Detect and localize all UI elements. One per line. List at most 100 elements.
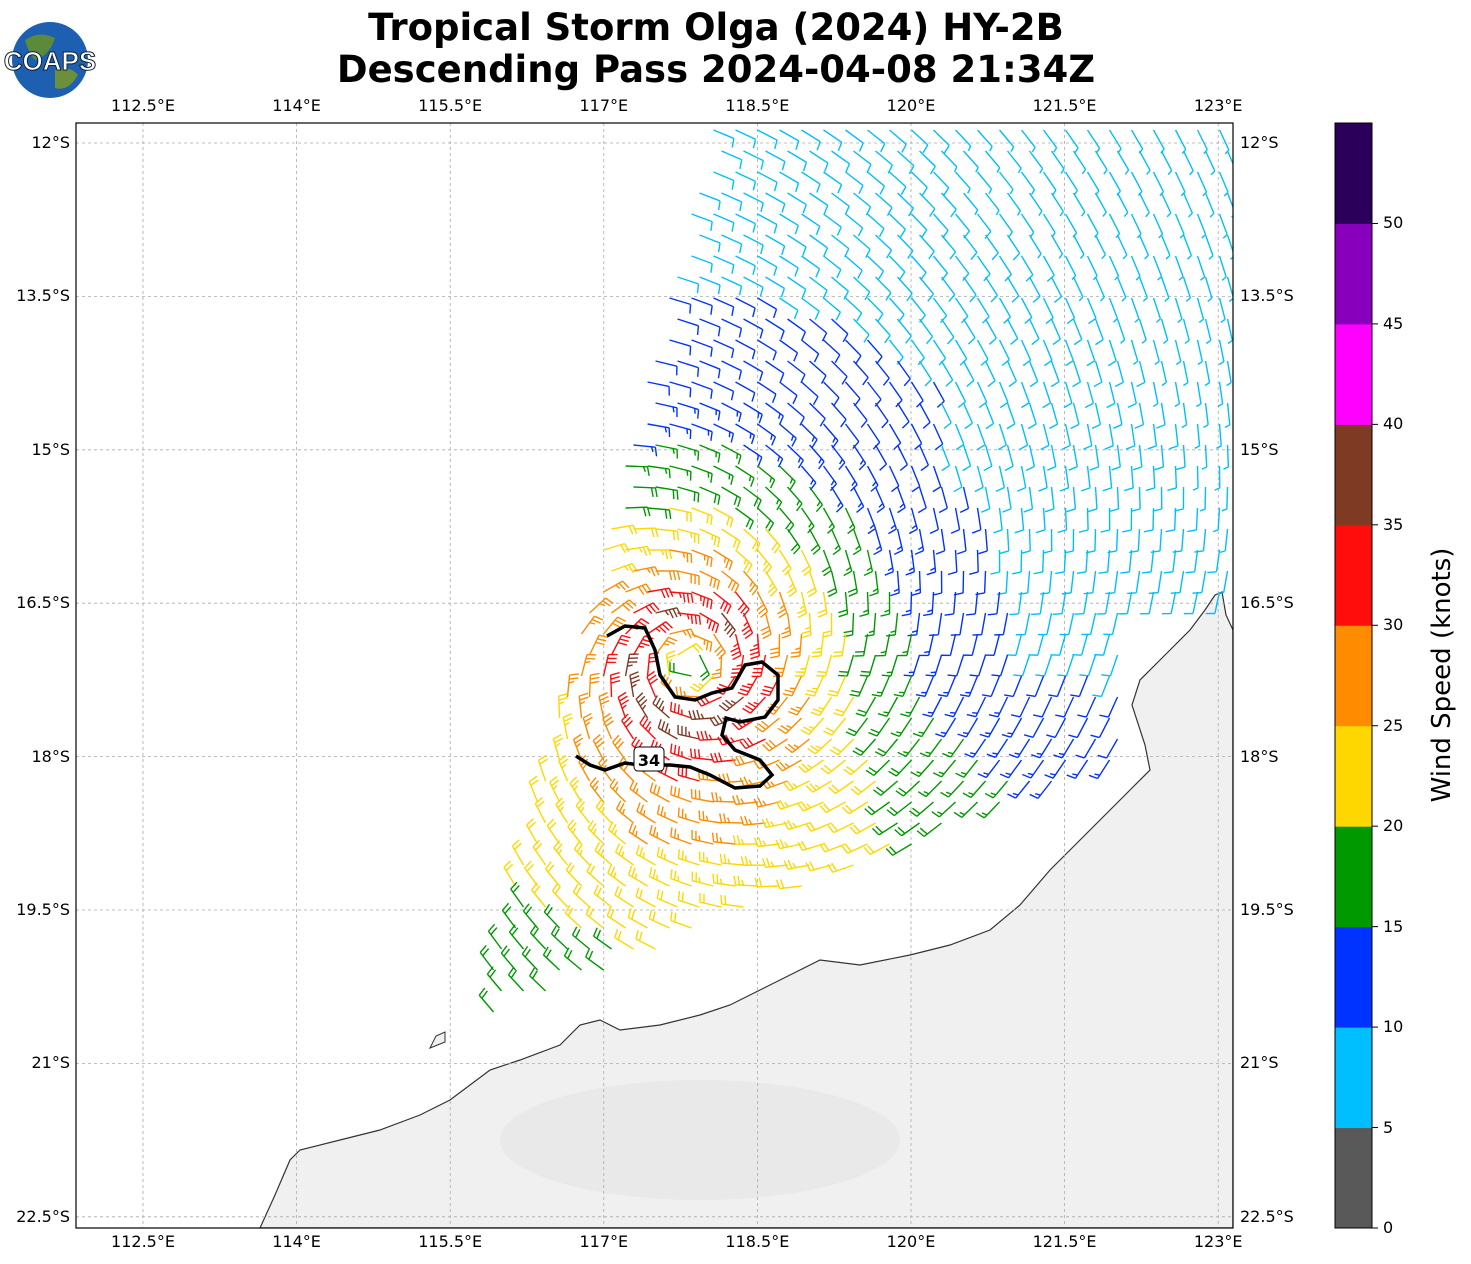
wind-barb bbox=[1064, 129, 1079, 153]
wind-barb bbox=[833, 696, 855, 717]
wind-barb bbox=[735, 507, 754, 530]
wind-barb bbox=[691, 423, 713, 441]
wind-barb bbox=[699, 851, 722, 866]
wind-barb bbox=[932, 297, 948, 324]
wind-barb bbox=[1138, 192, 1150, 218]
island bbox=[428, 1031, 446, 1049]
wind-barb bbox=[888, 381, 903, 408]
wind-barb bbox=[1081, 612, 1097, 636]
wind-barbs bbox=[478, 129, 1233, 1013]
wind-barb bbox=[1185, 549, 1199, 574]
wind-barb bbox=[922, 696, 943, 718]
wind-barb bbox=[754, 717, 780, 733]
wind-barb bbox=[1006, 633, 1023, 656]
lon-label-top: 114°E bbox=[272, 96, 321, 115]
wind-barb bbox=[677, 849, 700, 866]
lon-label-bottom: 120°E bbox=[886, 1232, 936, 1251]
wind-barb bbox=[1172, 528, 1185, 553]
wind-barb bbox=[652, 695, 670, 719]
wind-barb bbox=[940, 318, 955, 345]
wind-barb bbox=[966, 696, 987, 718]
wind-barb bbox=[1199, 486, 1207, 512]
wind-barb bbox=[1008, 738, 1031, 759]
coaps-logo: COAPS bbox=[3, 22, 97, 98]
wind-barb bbox=[1182, 318, 1190, 345]
wind-barb bbox=[901, 591, 913, 617]
wind-barb bbox=[819, 801, 846, 814]
wind-barb bbox=[918, 444, 930, 472]
wind-barb bbox=[656, 804, 678, 824]
wind-barb bbox=[807, 738, 832, 755]
wind-barb bbox=[1028, 192, 1043, 217]
wind-barb bbox=[1042, 171, 1057, 196]
wind-barb bbox=[635, 845, 656, 866]
wind-barb bbox=[897, 192, 915, 217]
wind-barb bbox=[954, 423, 965, 451]
wind-barb bbox=[998, 339, 1010, 367]
wind-barb bbox=[757, 381, 777, 403]
wind-barb bbox=[721, 486, 742, 508]
wind-barb bbox=[1072, 318, 1083, 346]
wind-barb bbox=[831, 192, 850, 215]
wind-barb bbox=[1207, 549, 1221, 574]
wind-barb bbox=[786, 570, 798, 598]
wind-barb bbox=[1160, 192, 1172, 218]
wind-barb bbox=[1026, 675, 1045, 698]
wind-barb bbox=[627, 908, 648, 929]
wind-barb bbox=[827, 822, 854, 834]
wind-barb bbox=[999, 759, 1023, 779]
wind-barb bbox=[959, 486, 970, 514]
wind-barb bbox=[831, 150, 851, 173]
wind-barb bbox=[811, 633, 825, 658]
wind-barb bbox=[765, 234, 786, 256]
wind-barb bbox=[1053, 738, 1075, 759]
wind-barb bbox=[743, 528, 761, 552]
wind-barb bbox=[864, 801, 890, 816]
wind-barb bbox=[689, 675, 715, 693]
wind-barb bbox=[532, 839, 547, 866]
wind-barb bbox=[1204, 360, 1211, 387]
wind-barb bbox=[1028, 234, 1042, 259]
wind-barb bbox=[691, 297, 713, 315]
wind-barb bbox=[787, 402, 805, 426]
wind-barb bbox=[976, 171, 993, 194]
wind-barb bbox=[1033, 549, 1045, 575]
wind-barb bbox=[1023, 717, 1045, 738]
wind-barb bbox=[809, 150, 829, 172]
wind-barb bbox=[984, 780, 1009, 799]
wind-barb bbox=[822, 507, 835, 534]
wind-barb bbox=[633, 486, 658, 498]
wind-barb bbox=[691, 549, 713, 568]
wind-barb bbox=[779, 171, 800, 193]
wind-barb bbox=[1109, 486, 1120, 513]
wind-barb bbox=[588, 634, 609, 656]
wind-barb bbox=[976, 801, 1001, 819]
wind-barb bbox=[1174, 339, 1182, 366]
wind-barb bbox=[699, 444, 721, 463]
wind-barb bbox=[896, 486, 906, 514]
wind-barb bbox=[765, 402, 784, 425]
wind-barb bbox=[677, 724, 700, 740]
wind-barb bbox=[1046, 717, 1067, 739]
wind-barb bbox=[1218, 339, 1225, 366]
wind-barb bbox=[998, 213, 1013, 237]
wind-barb bbox=[689, 748, 714, 761]
wind-barb bbox=[896, 318, 912, 344]
wind-barb bbox=[894, 822, 920, 837]
wind-barb bbox=[852, 402, 868, 428]
wind-barb bbox=[1006, 234, 1021, 261]
wind-barb bbox=[769, 633, 781, 659]
wind-barb bbox=[721, 402, 742, 423]
wind-barb bbox=[908, 507, 918, 535]
colorbar-segment bbox=[1335, 123, 1372, 224]
wind-barb bbox=[580, 653, 597, 677]
wind-barb bbox=[1018, 570, 1031, 595]
wind-barb bbox=[735, 423, 756, 445]
wind-barb bbox=[1104, 423, 1114, 450]
wind-barb bbox=[787, 318, 807, 341]
wind-barb bbox=[713, 507, 734, 528]
wind-barb bbox=[1122, 507, 1133, 533]
wind-barb bbox=[775, 759, 802, 772]
wind-barb bbox=[1028, 150, 1044, 174]
wind-barb bbox=[1020, 297, 1033, 324]
